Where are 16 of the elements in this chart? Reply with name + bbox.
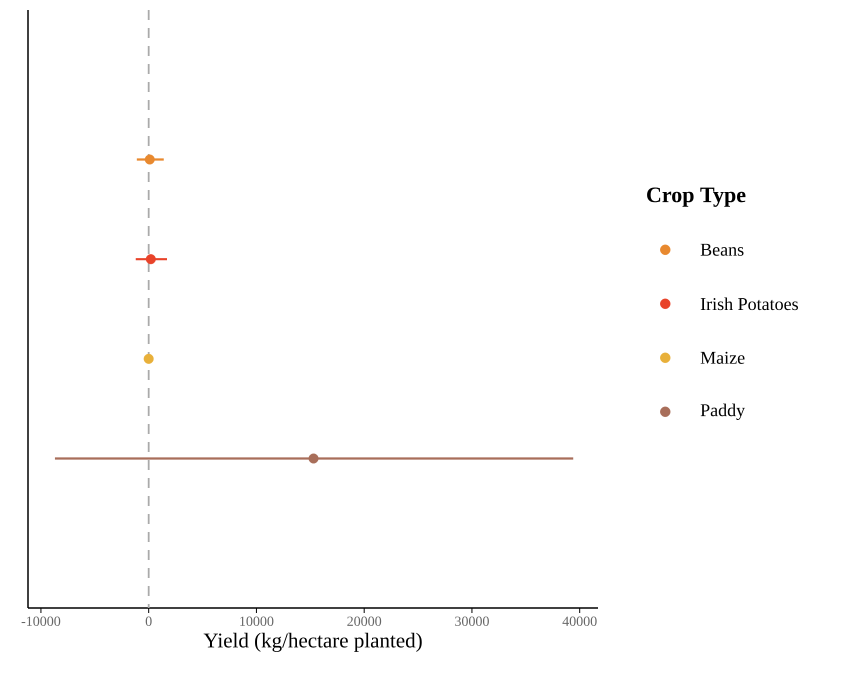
legend-label: Paddy <box>700 404 746 420</box>
legend-label: Beans <box>700 244 744 256</box>
legend-title: Crop Type <box>647 188 746 207</box>
x-tick-label: 30000 <box>455 616 489 626</box>
x-tick-label: -10000 <box>22 616 60 626</box>
point <box>144 154 155 165</box>
x-axis-title: Yield (kg/hectare planted) <box>204 632 422 652</box>
x-tick-label: 0 <box>146 616 152 626</box>
point <box>146 254 156 264</box>
legend-label: Irish Potatoes <box>700 297 798 310</box>
x-tick-label: 10000 <box>240 616 274 626</box>
x-tick-label: 20000 <box>347 616 382 626</box>
legend-label: Maize <box>700 352 744 364</box>
point <box>144 354 154 364</box>
point <box>308 454 319 464</box>
x-tick-label: 40000 <box>562 616 597 626</box>
